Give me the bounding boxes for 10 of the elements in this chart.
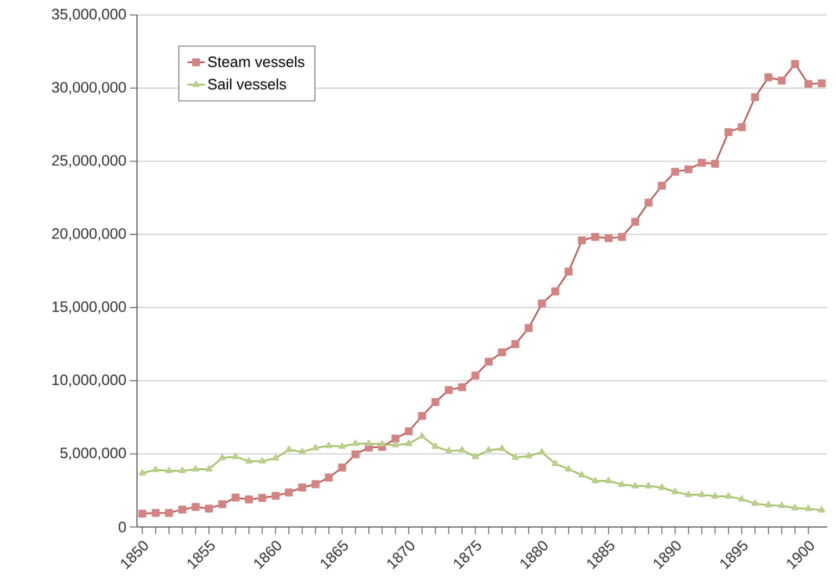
y-tick-label: 35,000,000: [52, 8, 126, 22]
y-tick-label: 5,000,000: [60, 448, 126, 460]
y-tick-label: 10,000,000: [52, 374, 126, 387]
y-tick-label: 30,000,000: [52, 82, 126, 94]
y-tick-label: 20,000,000: [52, 228, 126, 241]
legend-label: Sail vessels: [208, 78, 286, 90]
y-tick-label: 0: [118, 522, 126, 532]
y-tick-label: 25,000,000: [52, 155, 126, 168]
y-tick-label: 15,000,000: [52, 301, 126, 314]
legend-label: Steam vessels: [208, 56, 304, 68]
